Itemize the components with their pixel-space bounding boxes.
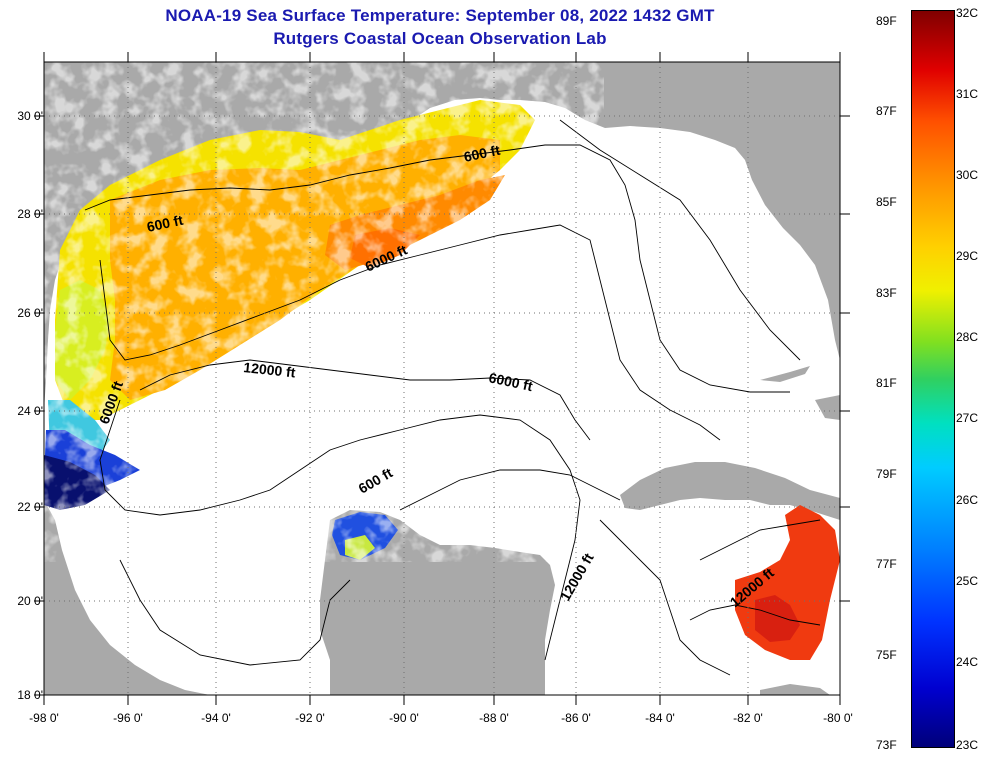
colorbar-c-label: 30C bbox=[956, 168, 979, 182]
contour-6000-north bbox=[99, 224, 721, 441]
colorbar-f-label: 83F bbox=[876, 286, 897, 300]
axis-ticks bbox=[34, 52, 850, 705]
graticule bbox=[44, 62, 840, 695]
colorbar-f-label: 73F bbox=[876, 738, 897, 752]
lon-label: -94 0' bbox=[201, 711, 231, 725]
cuba-land bbox=[620, 462, 840, 520]
contour-12000-central bbox=[139, 359, 591, 441]
colorbar-f-label: 75F bbox=[876, 648, 897, 662]
lon-label: -98 0' bbox=[29, 711, 59, 725]
mexico-land bbox=[44, 500, 210, 695]
keys-land bbox=[760, 366, 810, 382]
lon-label: -90 0' bbox=[389, 711, 419, 725]
colorbar-c-label: 23C bbox=[956, 738, 979, 752]
bahamas-land bbox=[815, 395, 840, 420]
lat-label: 24 0' bbox=[17, 404, 43, 418]
contour-yucatan-shelf bbox=[399, 469, 621, 511]
lat-label: 20 0' bbox=[17, 594, 43, 608]
lon-label: -82 0' bbox=[733, 711, 763, 725]
sst-imagery bbox=[44, 62, 840, 660]
contour-label-600-north: 600 ft bbox=[462, 142, 501, 165]
colorbar-c-label: 31C bbox=[956, 87, 979, 101]
lon-label: -80 0' bbox=[823, 711, 853, 725]
map-title: NOAA-19 Sea Surface Temperature: Septemb… bbox=[165, 6, 715, 25]
lon-label: -86 0' bbox=[561, 711, 591, 725]
temperature-colorbar bbox=[911, 10, 955, 748]
sst-map: 600 ft 600 ft 6000 ft 12000 ft 6000 ft 6… bbox=[17, 52, 853, 725]
lon-label: -88 0' bbox=[479, 711, 509, 725]
colorbar-f-label: 81F bbox=[876, 376, 897, 390]
longitude-labels: -98 0' -96 0' -94 0' -92 0' -90 0' -88 0… bbox=[29, 711, 853, 725]
colorbar-f-label: 79F bbox=[876, 467, 897, 481]
map-subtitle: Rutgers Coastal Ocean Observation Lab bbox=[273, 29, 607, 48]
contour-label-12000-west: 12000 ft bbox=[243, 359, 297, 380]
colorbar-c-label: 24C bbox=[956, 655, 979, 669]
lat-label: 18 0' bbox=[17, 688, 43, 702]
contour-cayman bbox=[699, 519, 821, 561]
cloud-mask bbox=[44, 62, 604, 562]
colorbar-c-label: 25C bbox=[956, 574, 979, 588]
colorbar-c-label: 26C bbox=[956, 493, 979, 507]
contour-label-600-gulf: 600 ft bbox=[145, 212, 184, 235]
contour-600-south bbox=[119, 559, 351, 666]
colorbar-c-label: 28C bbox=[956, 330, 979, 344]
lat-label: 22 0' bbox=[17, 500, 43, 514]
contour-6000-west bbox=[99, 399, 581, 661]
colorbar-c-label: 27C bbox=[956, 411, 979, 425]
contour-600-north bbox=[84, 144, 790, 393]
jamaica-land bbox=[760, 684, 830, 695]
lon-label: -92 0' bbox=[295, 711, 325, 725]
lat-label: 26 0' bbox=[17, 306, 43, 320]
lat-label: 28 0' bbox=[17, 207, 43, 221]
contour-florida-shelf bbox=[559, 119, 801, 361]
colorbar-f-label: 87F bbox=[876, 104, 897, 118]
map-frame bbox=[43, 61, 841, 696]
colorbar-f-label: 89F bbox=[876, 14, 897, 28]
lat-label: 30 0' bbox=[17, 109, 43, 123]
lon-label: -84 0' bbox=[645, 711, 675, 725]
colorbar-c-label: 29C bbox=[956, 249, 979, 263]
contour-12000-east bbox=[599, 519, 731, 676]
colorbar-c-label: 32C bbox=[956, 6, 979, 20]
lon-label: -96 0' bbox=[113, 711, 143, 725]
colorbar-f-label: 77F bbox=[876, 557, 897, 571]
latitude-labels: 30 0' 28 0' 26 0' 24 0' 22 0' 20 0' 18 0… bbox=[17, 109, 43, 702]
sst-caribbean-darkred bbox=[755, 595, 800, 642]
colorbar-f-label: 85F bbox=[876, 195, 897, 209]
